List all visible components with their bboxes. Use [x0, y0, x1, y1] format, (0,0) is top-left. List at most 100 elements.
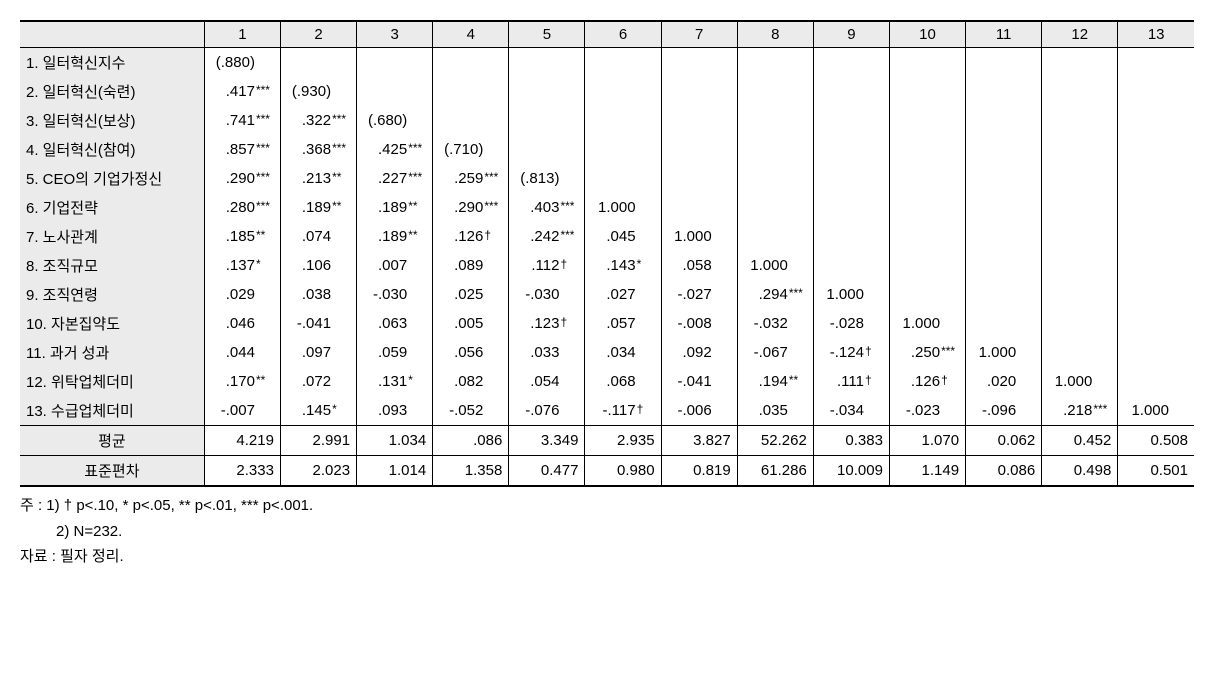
- cell: [737, 193, 813, 222]
- significance-marker: †: [636, 402, 655, 416]
- column-header: 9: [813, 21, 889, 48]
- cell-value: .044: [226, 344, 255, 361]
- cell: .007: [357, 251, 433, 280]
- cell-value: .038: [302, 286, 331, 303]
- cell: .322***: [280, 106, 356, 135]
- cell: .170**: [204, 367, 280, 396]
- row-label: 11. 과거 성과: [20, 338, 204, 367]
- significance-marker: †: [483, 228, 502, 242]
- cell: .143*: [585, 251, 661, 280]
- cell-value: 1.000: [674, 228, 712, 245]
- cell: [737, 77, 813, 106]
- cell: [1042, 193, 1118, 222]
- cell: -.028: [813, 309, 889, 338]
- cell: [813, 106, 889, 135]
- row-label: 5. CEO의 기업가정신: [20, 164, 204, 193]
- cell-value: .058: [682, 257, 711, 274]
- cell: 1.000: [889, 309, 965, 338]
- cell: -.030: [357, 280, 433, 309]
- cell: [966, 48, 1042, 78]
- column-header: 7: [661, 21, 737, 48]
- cell: [357, 77, 433, 106]
- sd-label: 표준편차: [20, 456, 204, 487]
- cell: .189**: [280, 193, 356, 222]
- cell: (.813): [509, 164, 585, 193]
- cell-value: .057: [606, 315, 635, 332]
- mean-value: 1.070: [889, 426, 965, 456]
- cell-value: -.124: [830, 344, 864, 361]
- cell: [509, 48, 585, 78]
- cell: [813, 48, 889, 78]
- cell: 1.000: [661, 222, 737, 251]
- mean-value: 0.452: [1042, 426, 1118, 456]
- row-label: 13. 수급업체더미: [20, 396, 204, 426]
- cell: -.124†: [813, 338, 889, 367]
- cell-value: (.930): [292, 83, 331, 100]
- cell: [813, 222, 889, 251]
- cell-value: .857: [226, 141, 255, 158]
- cell: .417***: [204, 77, 280, 106]
- note-line-1: 주 : 1) † p<.10, * p<.05, ** p<.01, *** p…: [20, 493, 1194, 519]
- cell: .074: [280, 222, 356, 251]
- cell: -.052: [433, 396, 509, 426]
- cell: -.041: [661, 367, 737, 396]
- cell-value: 1.000: [598, 199, 636, 216]
- cell: .058: [661, 251, 737, 280]
- cell: [813, 251, 889, 280]
- cell-value: -.032: [754, 315, 788, 332]
- cell-value: .368: [302, 141, 331, 158]
- cell-value: .082: [454, 373, 483, 390]
- sd-value: 1.149: [889, 456, 965, 487]
- mean-value: 4.219: [204, 426, 280, 456]
- cell: .038: [280, 280, 356, 309]
- cell: -.067: [737, 338, 813, 367]
- cell: [889, 48, 965, 78]
- cell: 1.000: [1118, 396, 1194, 426]
- cell-value: .290: [454, 199, 483, 216]
- mean-row: 평균4.2192.9911.034.0863.3492.9353.82752.2…: [20, 426, 1194, 456]
- column-header: 8: [737, 21, 813, 48]
- column-header: 3: [357, 21, 433, 48]
- cell: .057: [585, 309, 661, 338]
- cell-value: 1.000: [903, 315, 941, 332]
- cell: [661, 106, 737, 135]
- cell-value: .112: [531, 257, 559, 274]
- cell: [889, 106, 965, 135]
- cell-value: (.813): [520, 170, 559, 187]
- cell: -.032: [737, 309, 813, 338]
- cell: (.710): [433, 135, 509, 164]
- cell-value: -.076: [525, 402, 559, 419]
- mean-value: 2.991: [280, 426, 356, 456]
- row-label: 12. 위탁업체더미: [20, 367, 204, 396]
- cell: -.117†: [585, 396, 661, 426]
- cell: [737, 106, 813, 135]
- cell: .126†: [433, 222, 509, 251]
- table-row: 4. 일터혁신(참여).857***.368***.425***(.710): [20, 135, 1194, 164]
- column-header: 2: [280, 21, 356, 48]
- cell-value: .056: [454, 344, 483, 361]
- cell: [966, 77, 1042, 106]
- table-row: 9. 조직연령.029.038-.030.025-.030.027-.027.2…: [20, 280, 1194, 309]
- cell: 1.000: [737, 251, 813, 280]
- sd-value: 0.501: [1118, 456, 1194, 487]
- cell: -.027: [661, 280, 737, 309]
- cell: [509, 106, 585, 135]
- significance-marker: ***: [559, 199, 578, 213]
- cell: -.008: [661, 309, 737, 338]
- significance-marker: ***: [788, 286, 807, 300]
- significance-marker: ***: [255, 112, 274, 126]
- cell: [889, 164, 965, 193]
- cell: [433, 77, 509, 106]
- cell: .093: [357, 396, 433, 426]
- cell: [966, 106, 1042, 135]
- cell-value: .259: [454, 170, 483, 187]
- correlation-table: 12345678910111213 1. 일터혁신지수(.880)2. 일터혁신…: [20, 20, 1194, 487]
- cell: (.930): [280, 77, 356, 106]
- cell: .123†: [509, 309, 585, 338]
- cell-value: .189: [378, 199, 407, 216]
- cell-value: (.680): [368, 112, 407, 129]
- significance-marker: †: [864, 373, 883, 387]
- cell-value: .242: [530, 228, 559, 245]
- cell-value: -.027: [677, 286, 711, 303]
- cell: [813, 135, 889, 164]
